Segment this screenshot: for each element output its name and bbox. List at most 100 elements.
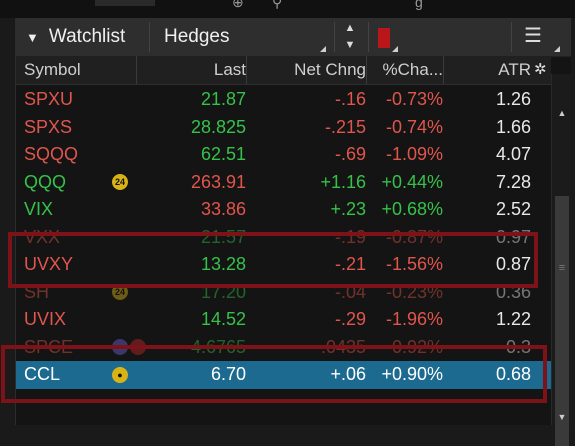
- scrollbar[interactable]: ▲ ≡ ▼: [551, 74, 572, 446]
- gear-icon[interactable]: ✲: [534, 61, 547, 78]
- column-header-symbol[interactable]: Symbol: [24, 60, 81, 79]
- percent-change-cell: -1.56%: [385, 254, 443, 274]
- atr-cell: 0.97: [495, 226, 531, 247]
- badge-group: [112, 334, 146, 362]
- crosshair-icon[interactable]: ⊕: [232, 0, 244, 10]
- tab-divider: [511, 22, 512, 52]
- symbol-cell: SH: [24, 281, 50, 302]
- percent-change-cell: -1.09%: [385, 144, 443, 164]
- percent-change-cell: +0.68%: [381, 199, 443, 219]
- last-price-cell: 28.825: [190, 116, 246, 137]
- tab-hedges[interactable]: Hedges: [164, 18, 230, 56]
- symbol-cell: SPCE: [24, 336, 74, 357]
- move-up-button[interactable]: ▲: [344, 22, 356, 34]
- column-divider[interactable]: [246, 56, 247, 84]
- chevron-down-icon[interactable]: ▼: [26, 29, 39, 45]
- tab-divider: [149, 22, 150, 52]
- atr-cell: 1.26: [495, 89, 531, 109]
- column-header-atr[interactable]: ATR: [498, 60, 531, 79]
- net-change-cell: -.21: [334, 254, 366, 274]
- atr-cell: 7.28: [495, 171, 531, 192]
- symbol-cell: VXX: [24, 226, 61, 247]
- table-row[interactable]: SPXS 28.825 -.215 -0.74% 1.66: [16, 114, 551, 142]
- net-change-cell: -.69: [334, 144, 366, 164]
- last-price-cell: 263.91: [190, 171, 246, 192]
- table-row[interactable]: SQQQ 62.51 -.69 -1.09% 4.07: [16, 141, 551, 169]
- percent-change-cell: -0.92%: [385, 336, 443, 357]
- atr-cell: 4.07: [495, 144, 531, 164]
- scroll-down-arrow-icon[interactable]: ▼: [557, 412, 567, 422]
- symbol-cell: VIX: [24, 199, 54, 219]
- extended-hours-badge-icon: 24: [112, 174, 128, 191]
- last-price-cell: 21.87: [200, 89, 246, 109]
- symbol-cell: UVXY: [24, 254, 74, 274]
- watchlist-rows: SPXU 21.87 -.16 -0.73% 1.26 SPXS 28.825 -.215 -0…: [16, 86, 551, 389]
- badge-group: 24: [112, 279, 128, 307]
- symbol-cell: QQQ: [24, 171, 67, 192]
- atr-cell: 0.3: [505, 336, 531, 357]
- table-row[interactable]: SPCE 4.6765 -.0435 -0.92% 0.3: [16, 334, 551, 362]
- menu-icon[interactable]: ☰: [524, 25, 542, 47]
- column-divider[interactable]: [136, 56, 137, 84]
- atr-cell: 1.22: [495, 309, 531, 329]
- percent-change-cell: -0.87%: [385, 226, 443, 247]
- percent-change-cell: -1.96%: [385, 309, 443, 329]
- alert-badge-icon: [130, 339, 146, 356]
- scroll-grip-icon: ≡: [558, 262, 566, 274]
- extended-hours-badge-icon: 24: [112, 284, 128, 301]
- column-divider[interactable]: [366, 56, 367, 84]
- tab-divider: [368, 22, 369, 52]
- last-price-cell: 14.52: [200, 309, 246, 329]
- table-row[interactable]: SPXU 21.87 -.16 -0.73% 1.26: [16, 86, 551, 114]
- percent-change-cell: -0.73%: [385, 89, 443, 109]
- net-change-cell: +1.16: [320, 171, 366, 192]
- top-toolbar-strip: ⊕ ⚲ g: [0, 0, 575, 18]
- net-change-cell: -.19: [334, 226, 366, 247]
- column-header-pct-change[interactable]: %Cha...: [382, 60, 443, 79]
- table-row[interactable]: UVIX 14.52 -.29 -1.96% 1.22: [16, 306, 551, 334]
- column-header-net-chng[interactable]: Net Chng: [294, 60, 366, 79]
- search-icon[interactable]: ⚲: [272, 0, 283, 10]
- percent-change-cell: -0.23%: [385, 281, 443, 302]
- atr-cell: 1.66: [495, 116, 531, 137]
- net-change-cell: -.29: [334, 309, 366, 329]
- net-change-cell: +.06: [330, 364, 366, 384]
- move-down-button[interactable]: ▼: [344, 39, 356, 51]
- last-price-cell: 62.51: [200, 144, 246, 164]
- watchlist-panel: ▼ Watchlist Hedges ▲ ▼ ☰ Symbol Last Net…: [15, 18, 572, 446]
- menu-corner-indicator: [554, 46, 560, 52]
- net-change-cell: -.215: [324, 116, 366, 137]
- last-price-cell: 6.70: [210, 364, 246, 384]
- tab-corner-indicator: [392, 46, 398, 52]
- symbol-cell: SPXS: [24, 116, 73, 137]
- symbol-cell: CCL: [24, 364, 61, 384]
- tab-watchlist-label: Watchlist: [48, 26, 126, 47]
- table-row[interactable]: VXX 21.57 -.19 -0.87% 0.97: [16, 224, 551, 252]
- flag-icon[interactable]: [378, 28, 390, 48]
- tab-bar: ▼ Watchlist Hedges ▲ ▼ ☰: [16, 18, 571, 57]
- last-price-cell: 21.57: [200, 226, 246, 247]
- tab-watchlist[interactable]: ▼ Watchlist: [26, 18, 125, 56]
- table-row[interactable]: VIX 33.86 +.23 +0.68% 2.52: [16, 196, 551, 224]
- last-price-cell: 17.20: [200, 281, 246, 302]
- last-price-cell: 33.86: [200, 199, 246, 219]
- last-price-cell: 13.28: [200, 254, 246, 274]
- symbol-cell: UVIX: [24, 309, 67, 329]
- badge-group: 24: [112, 169, 128, 197]
- net-change-cell: -.16: [334, 89, 366, 109]
- net-change-cell: +.23: [330, 199, 366, 219]
- scroll-up-arrow-icon[interactable]: ▲: [557, 108, 567, 118]
- table-row[interactable]: CCL 6.70 +.06 +0.90% 0.68 ●: [16, 361, 551, 389]
- badge-group: ●: [112, 361, 128, 389]
- atr-cell: 0.68: [495, 364, 531, 384]
- scroll-thumb[interactable]: [555, 196, 569, 446]
- table-row[interactable]: SH 17.20 -.04 -0.23% 0.36 24: [16, 279, 551, 307]
- percent-change-cell: +0.90%: [381, 364, 443, 384]
- percent-change-cell: +0.44%: [381, 171, 443, 192]
- tab-divider: [334, 22, 335, 52]
- net-change-cell: -.04: [334, 281, 366, 302]
- column-header-last[interactable]: Last: [213, 60, 246, 79]
- column-divider[interactable]: [443, 56, 444, 84]
- table-row[interactable]: UVXY 13.28 -.21 -1.56% 0.87: [16, 251, 551, 279]
- table-row[interactable]: QQQ 263.91 +1.16 +0.44% 7.28 24: [16, 169, 551, 197]
